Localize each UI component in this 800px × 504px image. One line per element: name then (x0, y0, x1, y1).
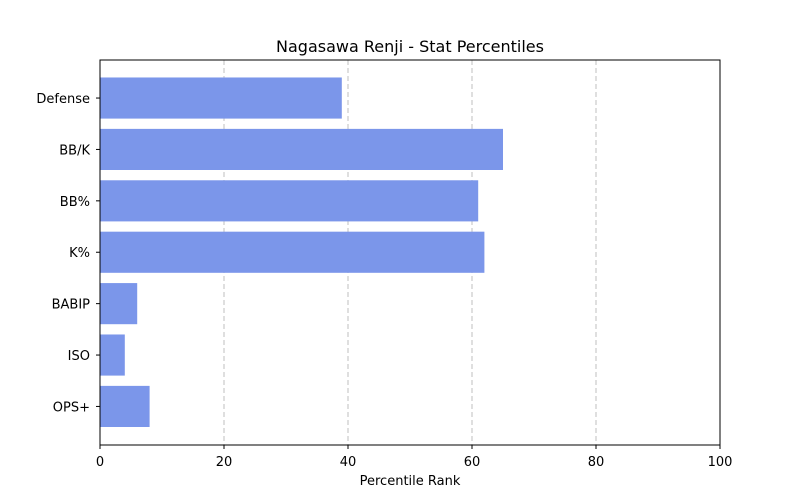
x-axis-label: Percentile Rank (360, 474, 461, 489)
bar-bb- (100, 180, 479, 222)
chart-title: Nagasawa Renji - Stat Percentiles (276, 37, 544, 56)
bar-babip (100, 283, 138, 325)
y-tick-label: BB% (60, 195, 90, 210)
x-tick-label: 100 (708, 455, 733, 470)
x-tick-label: 60 (464, 455, 481, 470)
bar-bb-k (100, 128, 503, 170)
bar-k- (100, 231, 485, 273)
y-tick-label: Defense (36, 92, 90, 107)
x-tick-label: 40 (340, 455, 357, 470)
x-tick-label: 80 (588, 455, 605, 470)
x-tick-label: 0 (96, 455, 104, 470)
x-tick-label: 20 (216, 455, 233, 470)
y-tick-label: BB/K (59, 143, 90, 158)
x-axis-ticks: 0 20 40 60 80 100 (96, 445, 733, 470)
y-tick-label: K% (69, 246, 90, 261)
bar-defense (100, 77, 342, 119)
y-tick-label: BABIP (52, 298, 91, 313)
bar-ops- (100, 385, 150, 427)
y-tick-label: OPS+ (53, 400, 90, 415)
bars (100, 77, 503, 427)
bar-iso (100, 334, 125, 376)
y-axis-ticks: OPS+ ISO BABIP K% BB% BB/K Defense (36, 92, 100, 415)
y-tick-label: ISO (68, 349, 90, 364)
